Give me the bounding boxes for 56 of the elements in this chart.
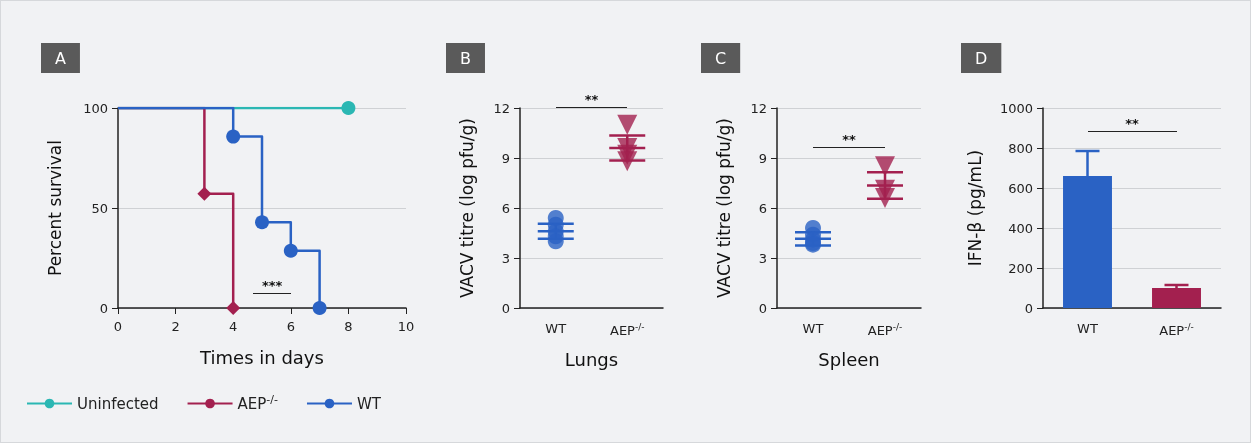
chart-title: C: [715, 48, 727, 68]
x-tick-label: AEP-/-: [867, 321, 903, 338]
x-tick-label: 6: [286, 319, 295, 334]
x-tick-label: 4: [229, 319, 238, 334]
x-tick-label: WT: [545, 321, 567, 336]
y-axis-title: IFN-β (pg/mL): [964, 149, 985, 267]
y-tick-label: 1000: [999, 100, 1033, 116]
y-axis-title: VACV titre (log pfu/g): [713, 118, 734, 298]
point: [226, 301, 241, 315]
y-tick-label: 9: [758, 150, 767, 166]
chart-title: A: [55, 48, 66, 68]
y-tick-label: 100: [83, 100, 108, 116]
legend-label: Uninfected: [77, 394, 159, 413]
x-tick-label: WT: [802, 321, 824, 336]
x-axis-title: Lungs: [564, 348, 619, 370]
x-tick-label: AEP-/-: [1159, 321, 1194, 338]
y-tick-label: 800: [1008, 140, 1033, 156]
text: **: [584, 92, 599, 107]
point: [255, 215, 269, 230]
y-axis-title: VACV titre (log pfu/g): [456, 118, 477, 298]
x-axis-title: Times in days: [199, 346, 324, 368]
x-tick-label: AEP-/-: [610, 321, 645, 338]
legend-label: WT: [356, 394, 382, 413]
annotation: **: [842, 132, 856, 147]
annotation: ***: [261, 278, 283, 293]
point: [226, 129, 241, 144]
x-tick-label: WT: [1077, 321, 1098, 336]
legend-label: AEP-/-: [237, 393, 279, 413]
y-tick-label: 3: [501, 250, 510, 266]
point: [312, 301, 327, 315]
y-tick-label: 9: [501, 150, 510, 166]
point: [341, 101, 356, 115]
point: [283, 243, 298, 258]
y-tick-label: 3: [758, 250, 767, 266]
y-tick-label: 50: [91, 200, 108, 216]
y-tick-label: 0: [501, 300, 510, 316]
y-tick-label: 400: [1008, 220, 1033, 236]
point: [197, 186, 212, 201]
x-tick-label: 0: [113, 319, 123, 334]
y-tick-label: 6: [501, 200, 510, 216]
y-tick-label: 0: [758, 300, 767, 316]
chart-title: D: [975, 48, 988, 68]
annotation: **: [1125, 116, 1139, 131]
y-tick-label: 6: [758, 200, 767, 216]
y-tick-label: 12: [750, 100, 767, 116]
y-axis-title: Percent survival: [44, 140, 65, 276]
x-tick-label: 8: [344, 319, 353, 334]
chart-title: B: [460, 48, 471, 68]
y-tick-label: 0: [1024, 300, 1033, 316]
x-axis-title: Spleen: [818, 348, 880, 370]
y-tick-label: 0: [99, 300, 108, 316]
y-tick-label: 12: [493, 100, 510, 116]
y-tick-label: 600: [1008, 180, 1033, 196]
x-tick-label: 2: [171, 319, 180, 334]
y-tick-label: 200: [1008, 260, 1033, 276]
x-tick-label: 10: [397, 319, 415, 334]
